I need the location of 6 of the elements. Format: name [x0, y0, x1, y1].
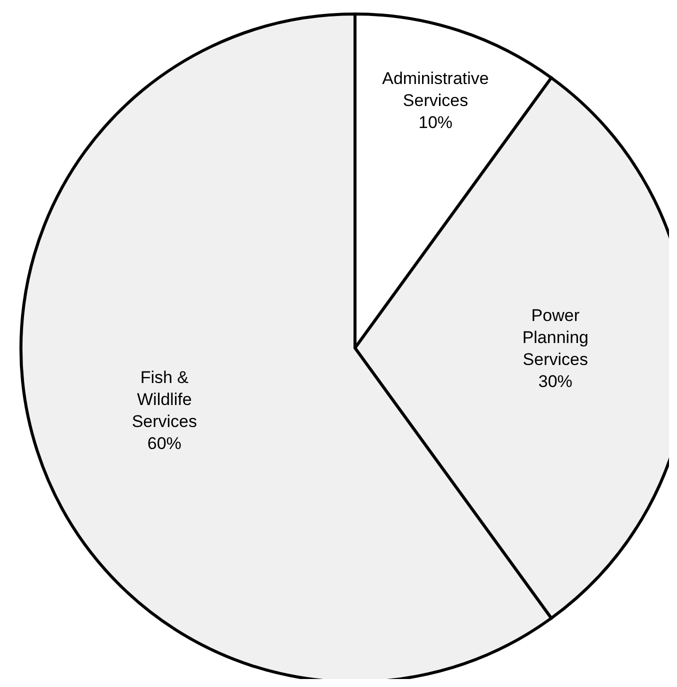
slice-label: Fish & Wildlife Services — [132, 367, 197, 430]
data-label: 10% — [418, 112, 453, 132]
slice-label: Power Planning Services — [522, 306, 588, 368]
slice-label: Administrative Services — [382, 68, 489, 110]
data-label: 60% — [147, 433, 182, 452]
data-label: 30% — [538, 372, 572, 390]
